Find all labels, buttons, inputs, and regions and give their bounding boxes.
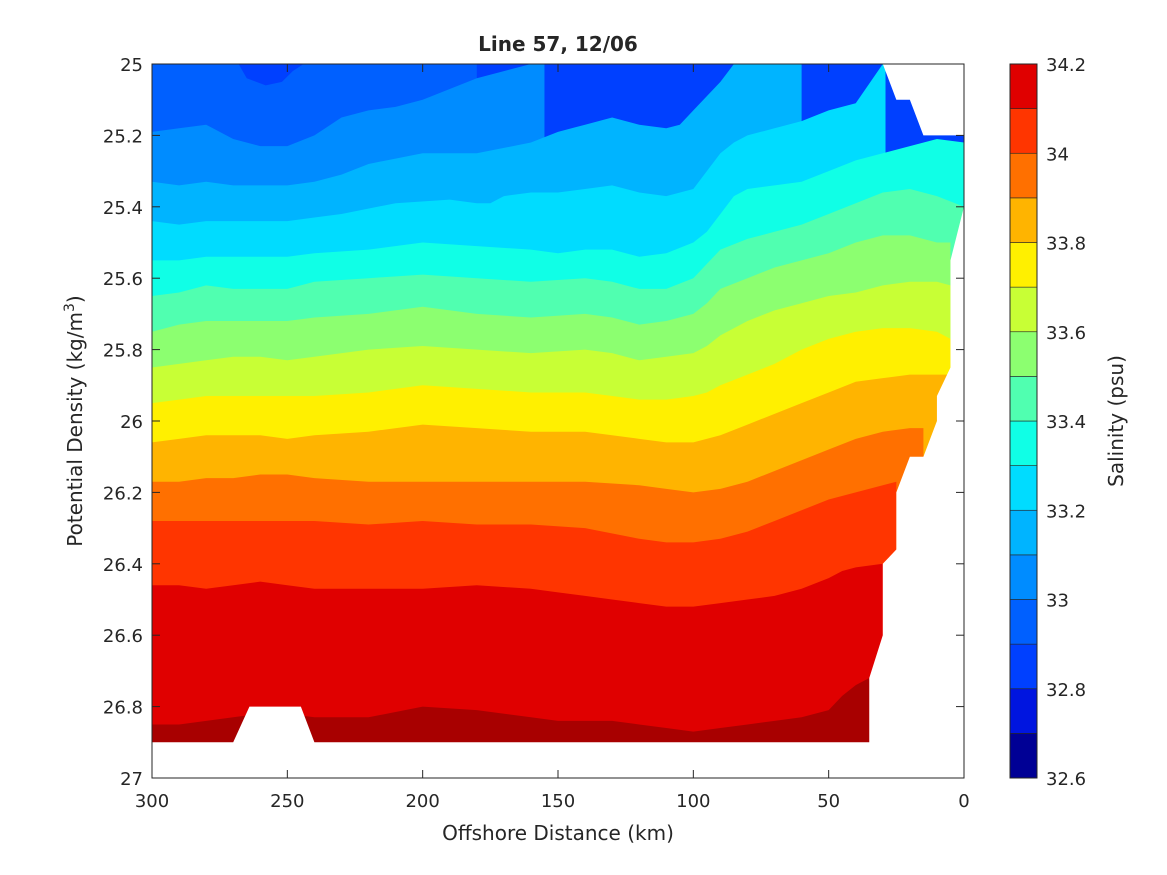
colorbar-swatch-33.5 xyxy=(1009,331,1038,377)
y-tick-label: 26 xyxy=(120,412,143,433)
colorbar-swatch-33.8 xyxy=(1009,197,1038,243)
colorbar-swatch-32.7 xyxy=(1009,688,1038,734)
x-tick-label: 300 xyxy=(135,791,169,812)
y-tick-label: 25 xyxy=(120,55,143,76)
colorbar-tick-label: 34.2 xyxy=(1046,55,1086,76)
colorbar-swatch-33.3 xyxy=(1009,420,1038,466)
contour-fill-layer xyxy=(152,64,964,778)
y-tick-label: 26.6 xyxy=(103,626,143,647)
colorbar-swatch-33.2 xyxy=(1009,465,1038,511)
y-tick-label: 25.8 xyxy=(103,341,143,362)
x-tick-label: 0 xyxy=(958,791,969,812)
x-tick-label: 200 xyxy=(405,791,439,812)
y-axis-label-main: Potential Density (kg/m xyxy=(63,312,87,547)
colorbar-tick-label: 32.6 xyxy=(1046,769,1086,790)
colorbar-swatch-34 xyxy=(1009,108,1038,154)
y-tick-label: 25.6 xyxy=(103,269,143,290)
colorbar-tick-label: 33.2 xyxy=(1046,501,1086,522)
colorbar-swatch-33.4 xyxy=(1009,376,1038,422)
y-axis-label-superscript: 3 xyxy=(62,303,78,312)
chart-title: Line 57, 12/06 xyxy=(478,32,638,56)
colorbar-tick-label: 33.6 xyxy=(1046,323,1086,344)
x-axis-label: Offshore Distance (km) xyxy=(442,821,674,845)
colorbar-label: Salinity (psu) xyxy=(1104,355,1128,487)
y-tick-label: 25.4 xyxy=(103,198,143,219)
colorbar-swatch-33.7 xyxy=(1009,242,1038,288)
y-axis-ticks: 25 25.2 25.4 25.6 25.8 26 26.2 26.4 26.6 26.8 27 xyxy=(103,55,964,790)
x-tick-label: 100 xyxy=(676,791,710,812)
y-tick-label: 26.4 xyxy=(103,555,143,576)
no-data-mask-layer xyxy=(152,64,964,778)
colorbar-tick-label: 33.4 xyxy=(1046,412,1086,433)
colorbar-tick-label: 33 xyxy=(1046,591,1069,612)
colorbar xyxy=(1009,63,1038,779)
no-data-mask-bottom-band xyxy=(152,64,964,778)
colorbar-tick-label: 34 xyxy=(1046,144,1069,165)
colorbar-tick-label: 32.8 xyxy=(1046,680,1086,701)
y-axis-label-end: ) xyxy=(63,295,87,303)
x-tick-label: 50 xyxy=(817,791,840,812)
colorbar-swatch-33.1 xyxy=(1009,509,1038,556)
colorbar-swatch-33.9 xyxy=(1009,152,1038,199)
x-axis-ticks: 300 250 200 150 100 50 0 xyxy=(135,64,970,812)
y-tick-label: 25.2 xyxy=(103,126,143,147)
colorbar-swatch-33.6 xyxy=(1009,286,1038,333)
colorbar-frame xyxy=(1009,63,1038,779)
colorbar-ticks: 32.6 32.8 33 33.2 33.4 33.6 33.8 34 34.2 xyxy=(1046,55,1086,790)
y-tick-label: 26.2 xyxy=(103,483,143,504)
colorbar-swatch-34.1 xyxy=(1009,63,1038,109)
colorbar-tick-label: 33.8 xyxy=(1046,234,1086,255)
x-tick-label: 250 xyxy=(270,791,304,812)
colorbar-swatch-32.6 xyxy=(1009,733,1038,779)
y-tick-label: 26.8 xyxy=(103,698,143,719)
colorbar-swatch-32.9 xyxy=(1009,599,1038,645)
colorbar-swatch-33 xyxy=(1009,554,1038,600)
y-axis-label: Potential Density (kg/m3) xyxy=(62,295,87,546)
y-tick-label: 27 xyxy=(120,769,143,790)
colorbar-swatch-32.8 xyxy=(1009,643,1038,690)
x-tick-label: 150 xyxy=(541,791,575,812)
